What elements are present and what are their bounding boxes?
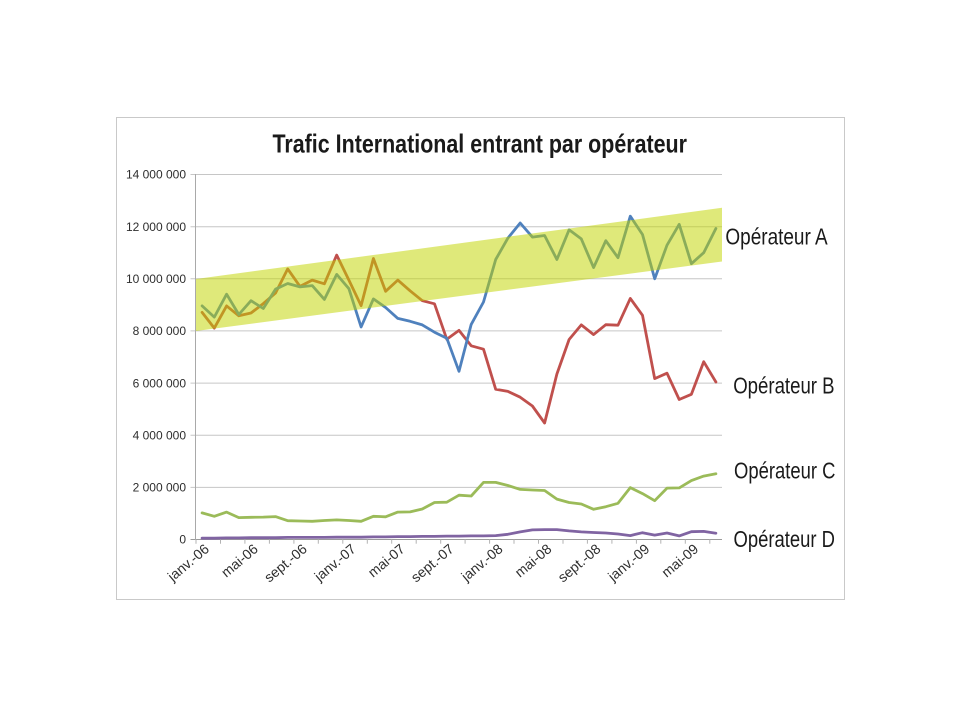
svg-text:0: 0 (179, 533, 186, 547)
svg-text:Trafic International entrant p: Trafic International entrant par opérate… (273, 129, 688, 159)
svg-text:14 000 000: 14 000 000 (126, 168, 186, 182)
svg-text:12 000 000: 12 000 000 (126, 220, 186, 234)
svg-text:Opérateur A: Opérateur A (725, 223, 828, 249)
svg-text:10 000 000: 10 000 000 (126, 272, 186, 286)
svg-text:4 000 000: 4 000 000 (133, 428, 187, 442)
svg-text:2 000 000: 2 000 000 (133, 481, 187, 495)
svg-text:Opérateur D: Opérateur D (734, 526, 836, 552)
svg-text:Opérateur B: Opérateur B (733, 372, 834, 398)
svg-text:8 000 000: 8 000 000 (133, 324, 187, 338)
svg-text:Opérateur C: Opérateur C (734, 457, 835, 483)
svg-text:6 000 000: 6 000 000 (133, 376, 187, 390)
